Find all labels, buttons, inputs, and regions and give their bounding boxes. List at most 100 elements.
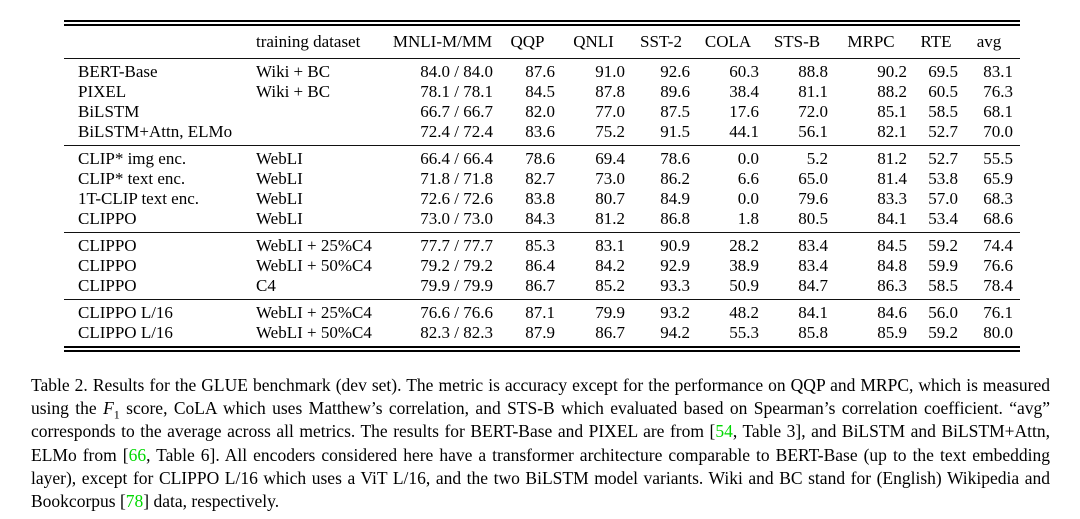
score-cell: 55.5 xyxy=(983,149,1013,168)
score-cell: 86.4 xyxy=(525,256,555,275)
model-name-cell: CLIP* img enc. xyxy=(78,149,187,168)
score-cell: 84.9 xyxy=(660,189,690,208)
caption-text: , Table 3], and BiLSTM and BiLSTM+Attn, … xyxy=(31,421,1051,465)
training-dataset-cell: WebLI xyxy=(256,149,303,168)
score-cell: 52.7 xyxy=(928,149,958,168)
score-cell: 80.0 xyxy=(983,323,1013,342)
score-cell: 68.3 xyxy=(983,189,1013,208)
score-cell: 93.3 xyxy=(660,276,690,295)
score-cell: 76.6 / 76.6 xyxy=(420,303,493,322)
score-cell: 81.4 xyxy=(877,169,907,188)
score-cell: 53.8 xyxy=(928,169,958,188)
model-name-cell: CLIPPO xyxy=(78,256,137,275)
score-cell: 87.6 xyxy=(525,62,555,81)
score-cell: 73.0 xyxy=(595,169,625,188)
score-cell: 86.3 xyxy=(877,276,907,295)
score-cell: 56.0 xyxy=(928,303,958,322)
score-cell: 6.6 xyxy=(737,169,759,188)
caption-text: 1 xyxy=(113,407,120,422)
score-cell: 83.1 xyxy=(595,236,625,255)
score-cell: 92.6 xyxy=(660,62,690,81)
score-cell: 79.9 / 79.9 xyxy=(420,276,493,295)
score-cell: 86.2 xyxy=(660,169,690,188)
score-cell: 48.2 xyxy=(729,303,759,322)
score-cell: 84.5 xyxy=(525,82,555,101)
score-cell: 85.8 xyxy=(798,323,828,342)
score-cell: 66.7 / 66.7 xyxy=(420,102,493,121)
model-name-cell: BiLSTM xyxy=(78,102,140,121)
score-cell: 92.9 xyxy=(660,256,690,275)
citation-link[interactable]: 78 xyxy=(125,491,144,512)
model-name-cell: PIXEL xyxy=(78,82,127,101)
table-row: CLIPPO WebLI + 25%C4 77.7 / 77.7 85.3 83.1 90… xyxy=(64,233,1020,257)
score-cell: 60.3 xyxy=(729,62,759,81)
score-cell: 76.3 xyxy=(983,82,1013,101)
training-dataset-cell: WebLI + 25%C4 xyxy=(256,303,372,322)
citation-link[interactable]: 66 xyxy=(128,444,147,465)
column-header: avg xyxy=(976,32,1002,51)
caption-text: , Table 6]. All encoders considered here… xyxy=(31,444,1050,512)
score-cell: 50.9 xyxy=(729,276,759,295)
score-cell: 83.6 xyxy=(525,122,555,141)
score-cell: 84.3 xyxy=(525,209,555,228)
training-dataset-cell: WebLI + 25%C4 xyxy=(256,236,372,255)
score-cell: 52.7 xyxy=(928,122,958,141)
score-cell: 85.2 xyxy=(595,276,625,295)
table-group: CLIP* img enc. WebLI 66.4 / 66.4 78.6 69.4 78… xyxy=(64,145,1020,233)
score-cell: 84.0 / 84.0 xyxy=(420,62,493,81)
training-dataset-cell: WebLI xyxy=(256,189,303,208)
column-header: training dataset xyxy=(256,32,361,51)
score-cell: 75.2 xyxy=(595,122,625,141)
score-cell: 72.6 / 72.6 xyxy=(420,189,493,208)
table-caption: Table 2. Results for the GLUE benchmark … xyxy=(31,374,1050,513)
score-cell: 60.5 xyxy=(928,82,958,101)
score-cell: 17.6 xyxy=(729,102,759,121)
score-cell: 78.6 xyxy=(660,149,690,168)
score-cell: 53.4 xyxy=(928,209,958,228)
score-cell: 83.8 xyxy=(525,189,555,208)
score-cell: 82.7 xyxy=(525,169,555,188)
score-cell: 85.1 xyxy=(877,102,907,121)
score-cell: 81.1 xyxy=(798,82,828,101)
score-cell: 70.0 xyxy=(983,122,1013,141)
table-row: CLIP* img enc. WebLI 66.4 / 66.4 78.6 69.4 78… xyxy=(64,146,1020,170)
score-cell: 84.7 xyxy=(798,276,828,295)
table-row: BERT-Base Wiki + BC 84.0 / 84.0 87.6 91.0 92.… xyxy=(64,59,1020,83)
results-table-container: training dataset MNLI-M/MM QQP QNLI SST-2 COL… xyxy=(64,20,1020,352)
score-cell: 81.2 xyxy=(595,209,625,228)
score-cell: 80.7 xyxy=(595,189,625,208)
table-row: PIXEL Wiki + BC 78.1 / 78.1 84.5 87.8 89.6 38.… xyxy=(64,82,1020,102)
training-dataset-cell: WebLI + 50%C4 xyxy=(256,256,372,275)
score-cell: 44.1 xyxy=(729,122,759,141)
caption-text: F xyxy=(103,398,114,419)
training-dataset-cell: WebLI xyxy=(256,169,303,188)
training-dataset-cell xyxy=(248,102,392,122)
score-cell: 88.2 xyxy=(877,82,907,101)
score-cell: 76.1 xyxy=(983,303,1013,322)
score-cell: 79.9 xyxy=(595,303,625,322)
score-cell: 87.5 xyxy=(660,102,690,121)
score-cell: 83.4 xyxy=(798,236,828,255)
score-cell: 87.9 xyxy=(525,323,555,342)
model-name-cell: CLIPPO L/16 xyxy=(78,323,173,342)
score-cell: 89.6 xyxy=(660,82,690,101)
citation-link[interactable]: 54 xyxy=(715,421,733,442)
score-cell: 83.4 xyxy=(798,256,828,275)
score-cell: 90.2 xyxy=(877,62,907,81)
score-cell: 85.3 xyxy=(525,236,555,255)
score-cell: 77.0 xyxy=(595,102,625,121)
glue-results-table: training dataset MNLI-M/MM QQP QNLI SST-2 COL… xyxy=(64,20,1020,352)
score-cell: 84.1 xyxy=(877,209,907,228)
caption-text: ] data, respectively. xyxy=(143,491,280,512)
model-name-cell: CLIPPO xyxy=(78,236,137,255)
score-cell: 73.0 / 73.0 xyxy=(420,209,493,228)
score-cell: 0.0 xyxy=(737,149,759,168)
score-cell: 68.6 xyxy=(983,209,1013,228)
score-cell: 38.9 xyxy=(729,256,759,275)
score-cell: 94.2 xyxy=(660,323,690,342)
column-header: MRPC xyxy=(847,32,895,51)
model-name-cell: CLIPPO L/16 xyxy=(78,303,173,322)
score-cell: 80.5 xyxy=(798,209,828,228)
score-cell: 78.1 / 78.1 xyxy=(420,82,493,101)
score-cell: 38.4 xyxy=(729,82,759,101)
